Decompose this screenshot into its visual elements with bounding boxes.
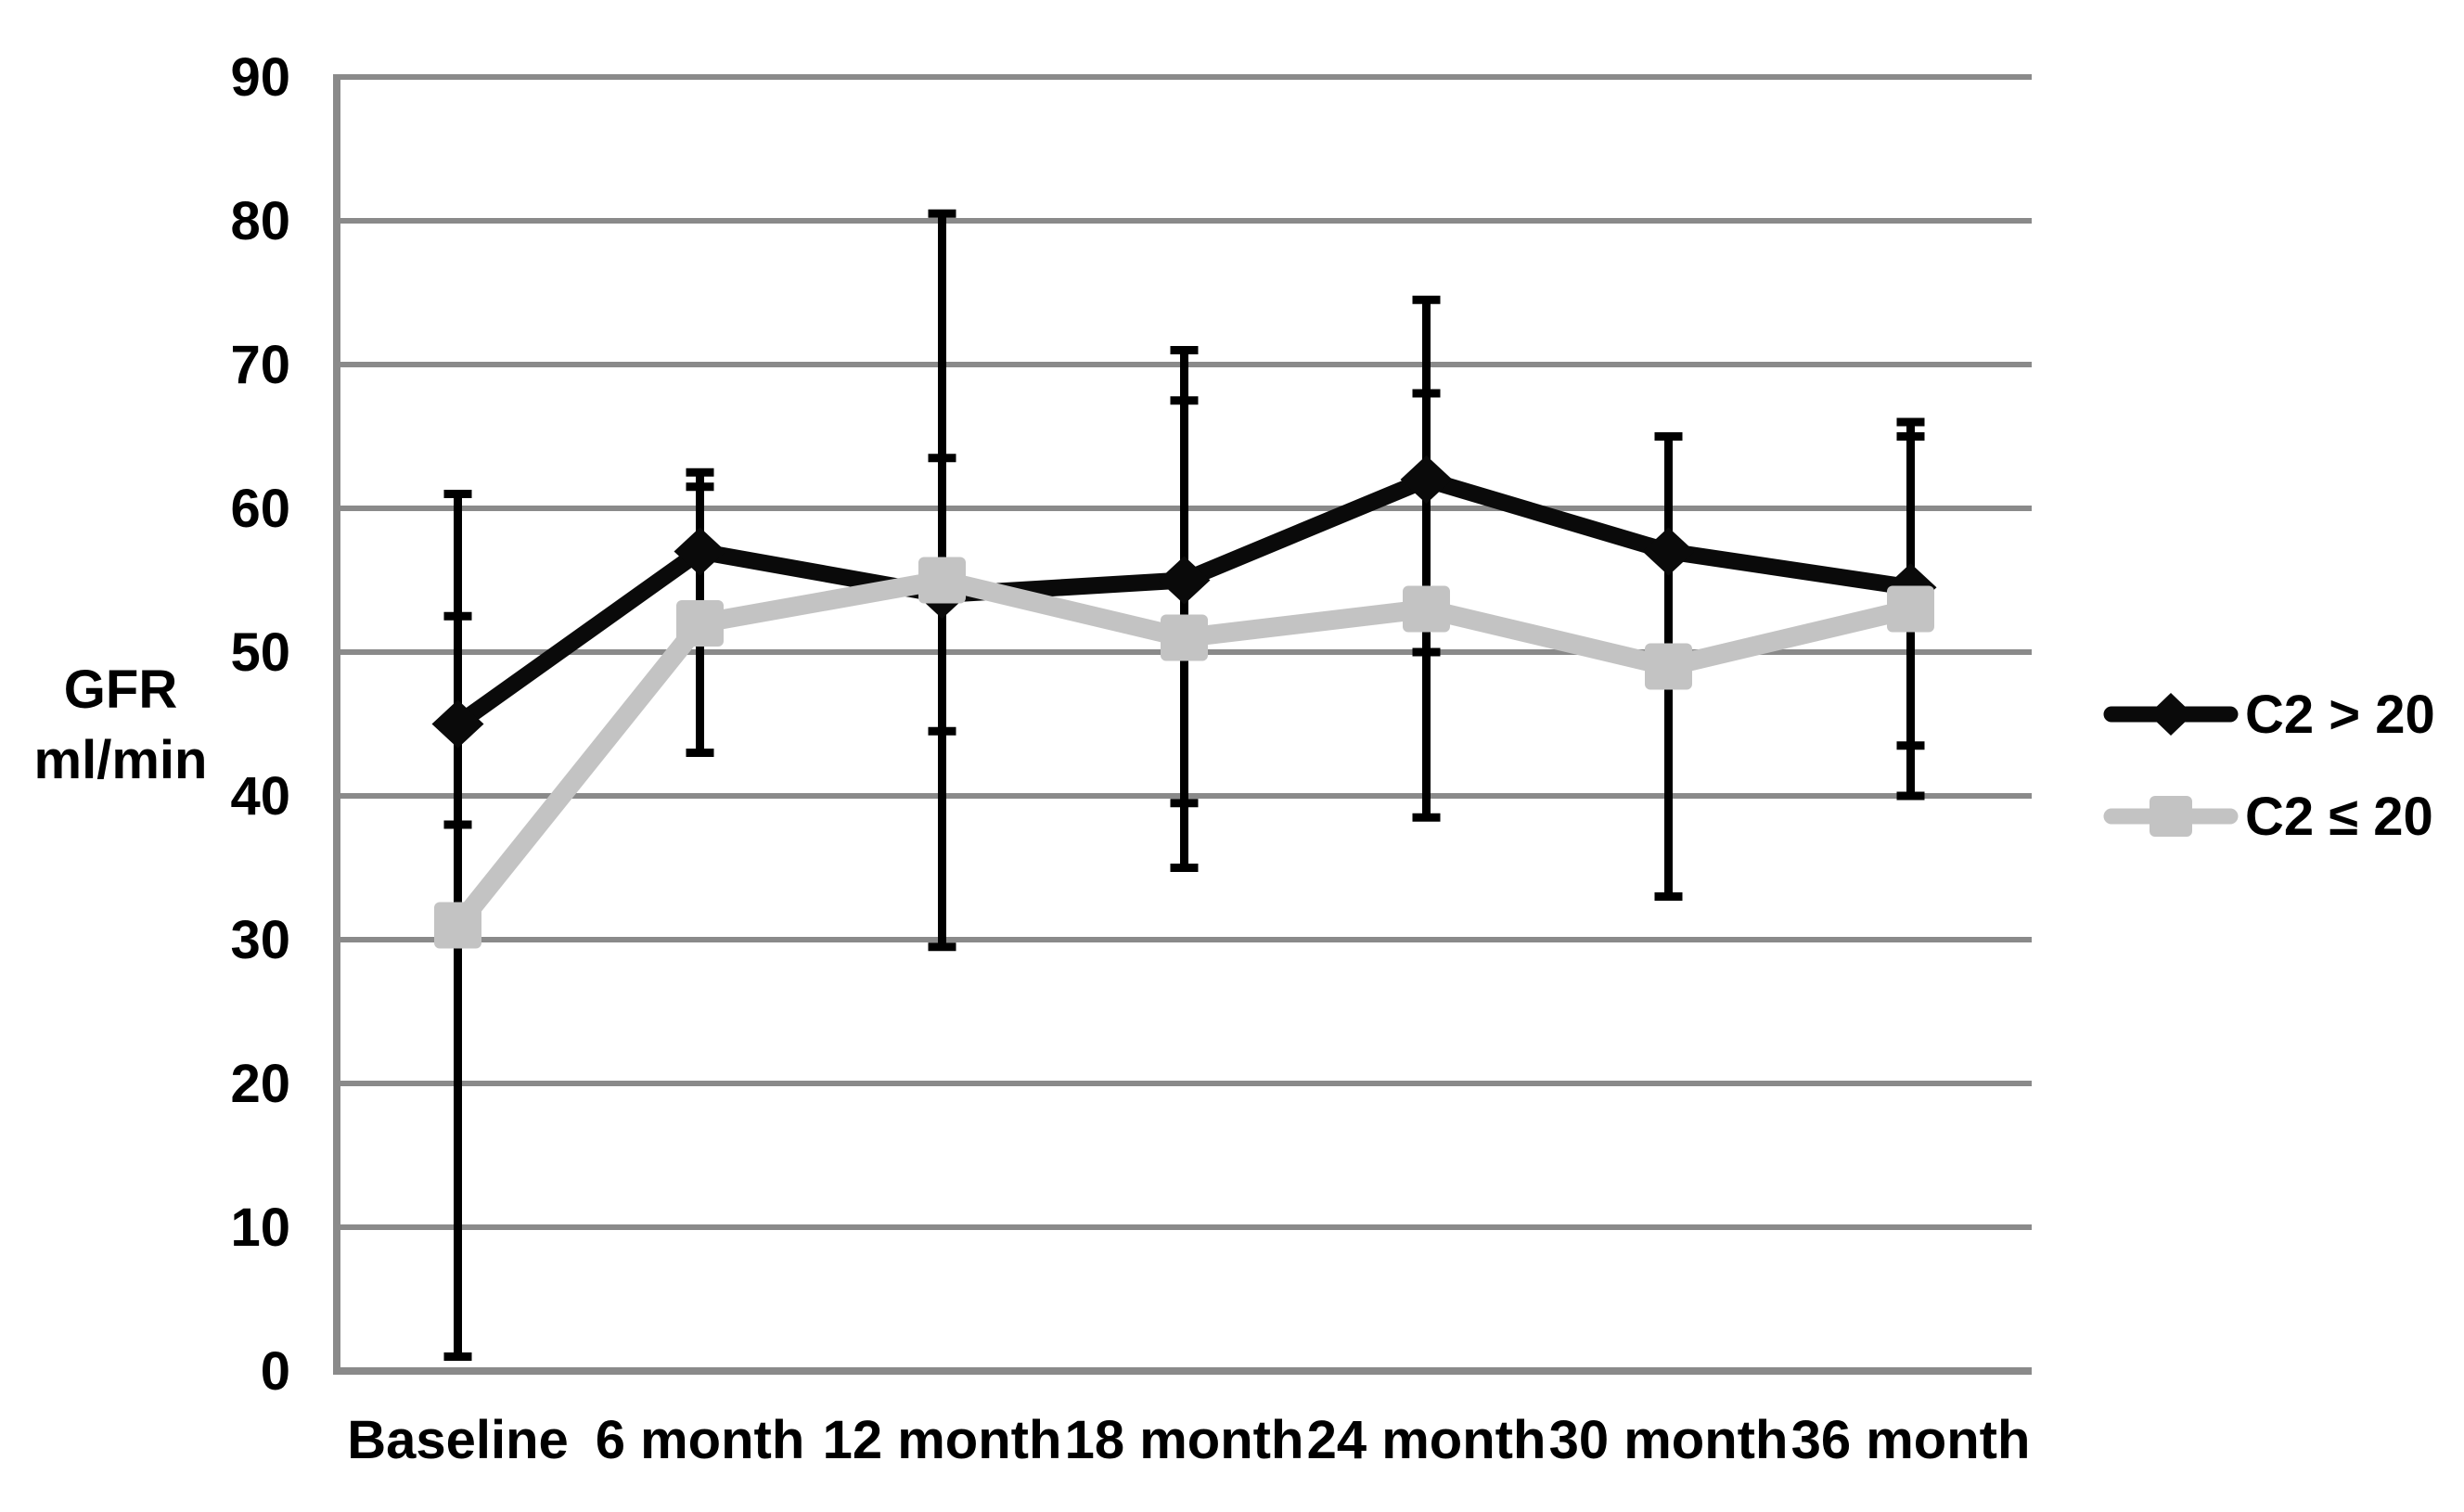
x-tick-label-0: Baseline — [347, 1410, 569, 1470]
x-tick-label-5: 30 month — [1549, 1410, 1789, 1470]
marker-square-s1-p4 — [1403, 585, 1450, 633]
y-tick-label-10: 10 — [230, 1198, 290, 1258]
marker-square-s1-p3 — [1161, 614, 1208, 661]
marker-square-s1-p5 — [1645, 643, 1692, 690]
y-tick-label-90: 90 — [230, 47, 290, 108]
y-tick-label-80: 80 — [230, 191, 290, 251]
marker-square-s1-p6 — [1887, 585, 1934, 633]
marker-diamond-s0-p3 — [1158, 556, 1211, 605]
y-axis-title-line-2: ml/min — [34, 730, 208, 790]
x-tick-label-3: 18 month — [1065, 1410, 1304, 1470]
legend-label-0: C2 > 20 — [2245, 685, 2435, 745]
marker-diamond-s0-p1 — [674, 527, 726, 576]
x-tick-label-1: 6 month — [596, 1410, 805, 1470]
y-tick-label-70: 70 — [230, 335, 290, 395]
marker-square-s1-p0 — [434, 902, 481, 949]
marker-diamond-s0-p0 — [431, 699, 484, 749]
legend-marker-diamond — [2149, 693, 2193, 736]
legend-marker-square — [2150, 796, 2192, 837]
marker-diamond-s0-p4 — [1400, 455, 1453, 504]
y-tick-label-30: 30 — [230, 910, 290, 970]
y-tick-label-40: 40 — [230, 766, 290, 826]
y-tick-label-60: 60 — [230, 479, 290, 539]
x-tick-label-2: 12 month — [823, 1410, 1062, 1470]
y-axis-title-line-1: GFR — [64, 660, 177, 720]
marker-diamond-s0-p5 — [1642, 527, 1695, 576]
legend-label-1: C2 ≤ 20 — [2245, 787, 2433, 847]
y-tick-label-0: 0 — [261, 1341, 290, 1402]
x-tick-label-4: 24 month — [1307, 1410, 1546, 1470]
y-tick-label-50: 50 — [230, 622, 290, 683]
y-tick-label-20: 20 — [230, 1054, 290, 1114]
marker-square-s1-p2 — [918, 557, 966, 604]
x-tick-label-6: 36 month — [1791, 1410, 2031, 1470]
marker-square-s1-p1 — [676, 600, 724, 647]
